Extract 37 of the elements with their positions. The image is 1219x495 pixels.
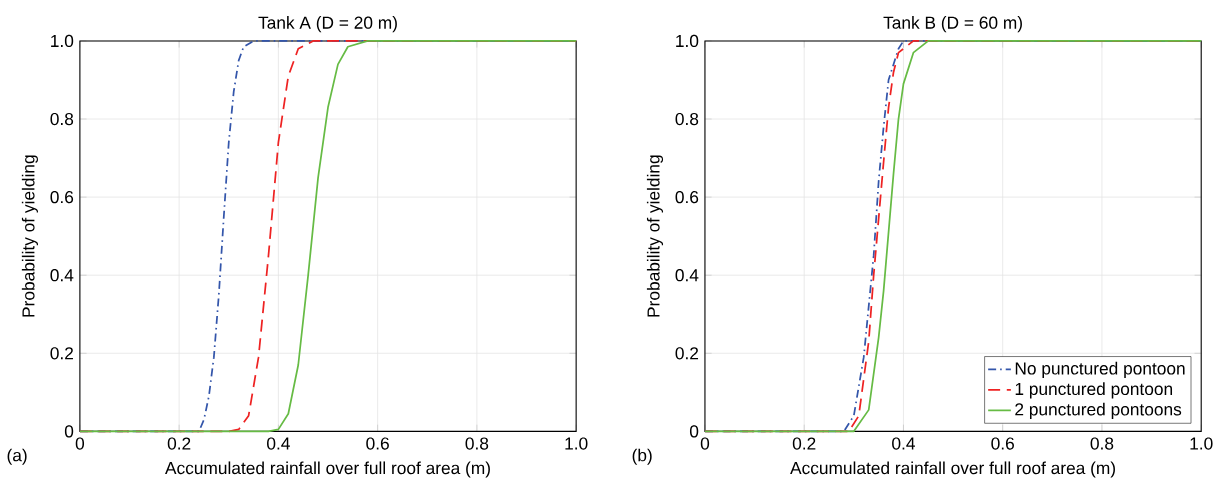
x-tick-label: 0.4 [267,437,290,450]
x-tick-label: 0.8 [1090,437,1114,450]
legend-label: 1 punctured pontoon [1015,382,1173,399]
text: (a) [7,448,27,465]
y-tick-label: 0.6 [50,190,74,204]
y-tick-label: 0 [689,425,699,438]
y-tick-label: 1.0 [51,34,74,47]
x-tick-label: 0.2 [792,437,816,450]
text: (b) [632,448,652,465]
x-axis-title: Accumulated rainfall over full roof area (m) [165,461,490,478]
y-tick-label: 0.6 [675,190,699,204]
y-tick-label: 0.4 [50,268,74,282]
y-tick-label: 0.8 [50,112,74,126]
y-tick-label: 0.4 [675,268,699,282]
y-axis-title: Probability of yielding [21,155,38,317]
chart-title: Tank A (D = 20 m) [258,15,397,33]
y-tick-label: 0.2 [675,347,699,360]
legend-label: No punctured pontoon [1015,361,1185,378]
chart-title: Tank B (D = 60 m) [883,15,1022,33]
x-tick-label: 0.6 [991,437,1014,450]
line-series [704,39,1203,433]
y-tick-label: 1.0 [676,34,699,47]
legend-label: 2 punctured pontoons [1015,402,1182,419]
x-tick-label: 1.0 [1190,437,1213,450]
x-tick-label: 0.2 [167,437,191,450]
x-tick-label: 0.6 [366,437,389,450]
y-tick-label: 0.8 [675,112,699,126]
y-axis-title: Probability of yielding [646,155,664,317]
x-tick-label: 0 [75,437,85,450]
y-tick-label: 0.2 [50,347,73,360]
y-tick-label: 0 [64,425,74,438]
x-tick-label: 1.0 [565,437,588,450]
line-series [79,39,578,433]
x-tick-label: 0.4 [892,437,915,450]
x-tick-label: 0.8 [465,437,489,450]
x-axis-title: Accumulated rainfall over full roof area (m) [790,461,1115,478]
x-tick-label: 0 [700,437,710,450]
